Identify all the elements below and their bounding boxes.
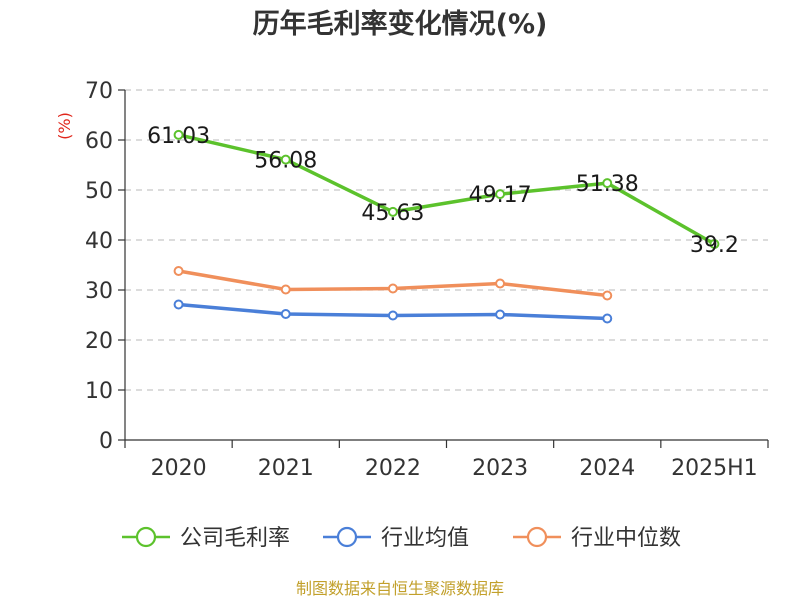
y-tick-label-10: 10 bbox=[85, 379, 113, 404]
y-tick-label-40: 40 bbox=[85, 229, 113, 254]
legend-marker-1 bbox=[336, 526, 358, 548]
data-point-0-2022[interactable] bbox=[387, 206, 398, 217]
legend-label-1: 行业均值 bbox=[381, 526, 469, 551]
data-label-2025H1: 39.2 bbox=[690, 233, 739, 258]
y-tick-label-20: 20 bbox=[85, 329, 113, 354]
series-layer bbox=[173, 129, 720, 324]
y-tick-label-0: 0 bbox=[99, 429, 113, 454]
x-tick-label-2025H1: 2025H1 bbox=[671, 456, 758, 481]
data-labels: 61.03 56.08 45.63 49.17 51.38 39.2 bbox=[147, 124, 739, 258]
legend-label-0: 公司毛利率 bbox=[180, 526, 290, 551]
data-point-2-2020[interactable] bbox=[173, 266, 184, 276]
data-label-2024: 51.38 bbox=[576, 172, 639, 197]
data-point-1-2020[interactable] bbox=[173, 299, 184, 310]
legend[interactable]: 公司毛利率 行业均值 行业中位数 bbox=[122, 526, 681, 551]
x-tick-label-2022: 2022 bbox=[365, 456, 421, 481]
y-tick-label-30: 30 bbox=[85, 279, 113, 304]
series-line-0 bbox=[178, 133, 716, 246]
chart-title: 历年毛利率变化情况(%) bbox=[253, 8, 548, 40]
data-point-1-2022[interactable] bbox=[387, 310, 398, 321]
data-point-0-2020[interactable] bbox=[173, 129, 184, 140]
data-point-1-2024[interactable] bbox=[602, 313, 613, 324]
legend-item-1[interactable]: 行业均值 bbox=[323, 526, 469, 551]
data-point-0-2024[interactable] bbox=[602, 178, 613, 189]
gridlines bbox=[125, 89, 768, 391]
data-label-2022: 45.63 bbox=[361, 201, 424, 226]
data-point-1-2023[interactable] bbox=[495, 309, 506, 320]
data-label-2020: 61.03 bbox=[147, 124, 210, 149]
x-tick-label-2020: 2020 bbox=[151, 456, 207, 481]
axes: 0 10 20 30 40 50 60 70 2020 2021 2022 2023 2024 2025H… bbox=[85, 79, 769, 481]
data-point-2-2021[interactable] bbox=[280, 284, 291, 295]
x-tick-label-2024: 2024 bbox=[579, 456, 635, 481]
legend-item-2[interactable]: 行业中位数 bbox=[513, 526, 681, 551]
y-tick-label-50: 50 bbox=[85, 179, 113, 204]
data-label-2021: 56.08 bbox=[254, 149, 317, 174]
data-point-0-2023[interactable] bbox=[495, 189, 506, 200]
legend-item-0[interactable]: 公司毛利率 bbox=[122, 526, 290, 551]
data-point-0-2021[interactable] bbox=[280, 154, 291, 165]
legend-marker-0 bbox=[135, 526, 157, 548]
y-axis-label: (%) bbox=[55, 112, 74, 140]
legend-label-2: 行业中位数 bbox=[571, 526, 681, 551]
x-tick-label-2023: 2023 bbox=[472, 456, 528, 481]
y-tick-label-70: 70 bbox=[85, 79, 113, 104]
data-point-0-2025H1[interactable] bbox=[709, 239, 720, 249]
data-point-2-2022[interactable] bbox=[387, 283, 398, 294]
source-note: 制图数据来自恒生聚源数据库 bbox=[296, 579, 504, 598]
data-label-2023: 49.17 bbox=[469, 183, 532, 208]
data-point-1-2021[interactable] bbox=[280, 309, 291, 319]
x-tick-label-2021: 2021 bbox=[258, 456, 314, 481]
data-point-2-2024[interactable] bbox=[602, 290, 613, 301]
data-point-2-2023[interactable] bbox=[495, 278, 506, 289]
legend-marker-2 bbox=[526, 526, 548, 548]
y-tick-label-60: 60 bbox=[85, 129, 113, 154]
